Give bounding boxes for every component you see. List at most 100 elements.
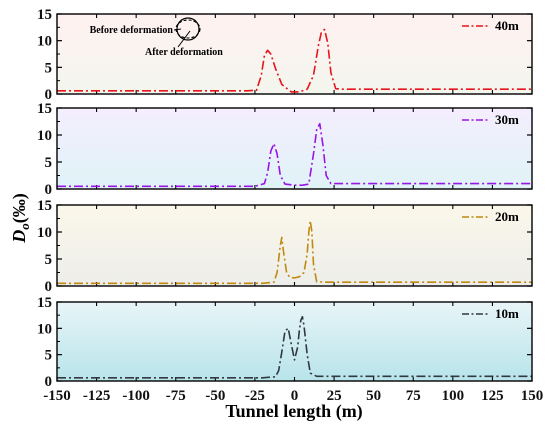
y-tick-label: 0 [45,87,53,103]
x-tick-label: 100 [442,388,465,404]
data-point [291,343,293,345]
y-tick-label: 15 [37,198,52,214]
series-line-20m [57,219,532,285]
y-tick-label: 10 [37,34,52,50]
data-point [284,330,286,332]
series-line-40m [57,28,532,93]
data-point [325,376,327,378]
after-leader [177,30,191,48]
data-point [313,153,315,155]
x-tick-label: 50 [366,388,381,404]
data-point [294,277,296,279]
legend-label-20m: 20m [495,209,519,224]
data-point [273,143,275,145]
data-point [308,231,310,233]
y-tick-label: 15 [37,7,52,23]
y-axis-title-unit: (‰) [9,193,30,223]
data-point [330,72,332,74]
x-tick-label: -100 [122,388,150,404]
after-ellipse [175,19,201,39]
series-line-30m [57,122,532,188]
before-deformation-label: Before deformation [90,25,174,36]
data-point [373,88,375,90]
data-point [280,175,282,177]
data-point [335,88,337,90]
x-axis: -150 -125 -100 -75 -50 -25 0 25 50 75 100 125 150 [43,388,543,404]
panel-background [57,14,532,94]
data-point [319,123,321,125]
data-point [324,29,326,31]
data-point [281,237,283,239]
data-point [341,88,343,90]
y-tick-label: 0 [45,374,53,390]
data-point [278,370,280,372]
data-point [135,186,137,188]
data-point [303,272,305,274]
data-point [311,231,313,233]
data-point [321,31,323,33]
data-point [452,183,454,185]
data-point [325,281,327,283]
x-tick-label: -25 [245,388,265,404]
data-point [287,328,289,330]
panel-background [57,205,532,286]
data-point [303,325,305,327]
panel-frame [56,301,533,382]
data-point [452,376,454,378]
y-tick-label: 0 [45,182,53,198]
y-tick-label: 10 [37,225,52,241]
after-deformation-label: After deformation [145,47,223,58]
x-tick-label: 125 [481,388,504,404]
data-point [267,172,269,174]
data-point [322,145,324,147]
before-circle [176,17,200,41]
legend-label-30m: 30m [495,112,519,127]
data-point [262,377,264,379]
data-point [135,377,137,379]
data-point [306,253,308,255]
data-point [302,184,304,186]
x-tick-label: -150 [43,388,71,404]
panel-40m: 0 5 10 15 40m [37,7,533,103]
data-point [246,90,248,92]
data-point [215,186,217,188]
y-tick-label: 5 [45,155,53,171]
data-point [313,75,315,77]
data-point [294,184,296,186]
data-point [280,245,282,247]
data-point [135,90,137,92]
data-point [306,354,308,356]
data-point [267,50,269,52]
data-point [281,84,283,86]
panel-20m: 0 5 10 15 20m [37,198,533,295]
data-point [270,150,272,152]
data-point [316,129,318,131]
data-point [254,186,256,188]
x-tick-label: 75 [406,388,421,404]
data-point [264,183,266,185]
data-point [270,53,272,55]
data-point [325,175,327,177]
data-point [264,55,266,57]
data-point [262,283,264,285]
data-point [215,283,217,285]
panel-background [57,108,532,189]
data-point [300,320,302,322]
data-point [306,88,308,90]
data-point [310,372,312,374]
data-point [286,272,288,274]
data-point [313,264,315,266]
x-tick-label: 150 [521,388,544,404]
before-leader [173,28,182,31]
panel-frame [56,204,533,287]
y-tick-label: 10 [37,128,52,144]
y-tick-label: 5 [45,60,53,76]
data-point [316,376,318,378]
y-tick-label: 5 [45,348,53,364]
data-point [327,43,329,45]
deformation-annotation: Before deformation After deformation [90,17,223,58]
data-point [276,153,278,155]
panel-frame [56,13,533,95]
data-point [318,45,320,47]
